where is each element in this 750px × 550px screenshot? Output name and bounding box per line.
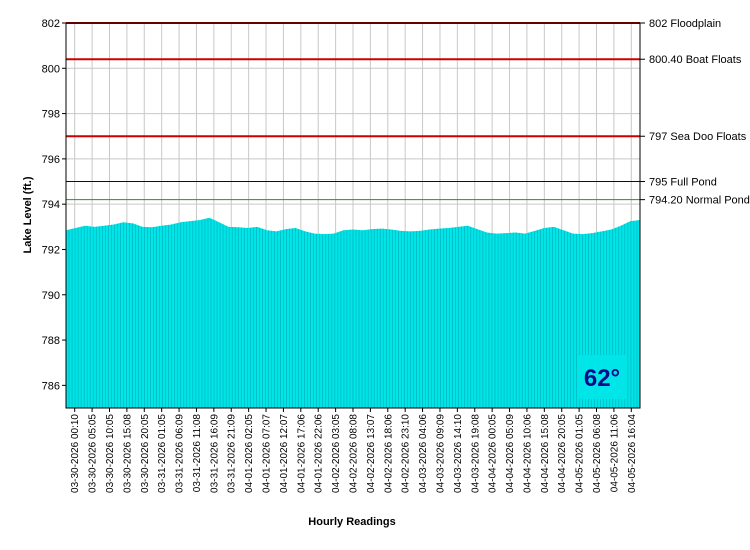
- x-tick-label: 04-02-2026 18:06: [383, 414, 394, 493]
- reference-label: 802 Floodplain: [649, 18, 721, 30]
- x-tick-label: 04-04-2026 10:06: [522, 414, 533, 493]
- y-tick-label: 796: [42, 154, 60, 166]
- x-tick-label: 04-04-2026 05:09: [505, 414, 516, 493]
- x-tick-label: 04-05-2026 11:06: [609, 414, 620, 493]
- x-tick-label: 04-01-2026 17:06: [296, 414, 307, 493]
- x-tick-label: 04-01-2026 12:07: [279, 414, 290, 493]
- x-tick-label: 03-30-2026 20:05: [140, 414, 151, 493]
- temperature-badge-background: [577, 355, 627, 399]
- x-axis-ticks: 03-30-2026 00:10 03-30-2026 05:05 03-30-20…: [70, 408, 638, 493]
- x-tick-label: 04-02-2026 03:05: [331, 414, 342, 493]
- y-axis-ticks: 786 788 790 792 794 796 798 800 802: [42, 18, 66, 392]
- x-tick-label: 04-01-2026 07:07: [262, 414, 273, 493]
- x-tick-label: 03-31-2026 16:09: [209, 414, 220, 493]
- x-tick-label: 04-03-2026 19:08: [470, 414, 481, 493]
- x-tick-label: 04-01-2026 02:05: [244, 414, 255, 493]
- reference-label: 794.20 Normal Pond: [649, 195, 750, 207]
- x-tick-label: 04-02-2026 23:10: [401, 414, 412, 493]
- y-tick-label: 800: [42, 63, 60, 75]
- y-tick-label: 798: [42, 109, 60, 121]
- x-tick-label: 03-31-2026 01:05: [157, 414, 168, 493]
- temperature-text: 62°: [584, 365, 620, 392]
- reference-label: 797 Sea Doo Floats: [649, 131, 747, 143]
- x-tick-label: 04-04-2026 15:08: [540, 414, 551, 493]
- x-tick-label: 03-31-2026 21:09: [227, 414, 238, 493]
- y-tick-label: 790: [42, 290, 60, 302]
- x-tick-label: 03-30-2026 00:10: [70, 414, 81, 493]
- reference-label: 800.40 Boat Floats: [649, 54, 742, 66]
- y-axis-title: Lake Level (ft.): [22, 176, 34, 253]
- x-tick-label: 04-04-2026 00:05: [488, 414, 499, 493]
- x-tick-label: 04-03-2026 14:10: [453, 414, 464, 493]
- x-tick-label: 04-03-2026 04:06: [418, 414, 429, 493]
- x-axis-title: Hourly Readings: [308, 516, 395, 528]
- x-tick-label: 04-02-2026 08:08: [349, 414, 360, 493]
- temperature-badge: 62°: [577, 355, 627, 399]
- x-tick-label: 04-05-2026 16:04: [627, 414, 638, 493]
- x-tick-label: 03-30-2026 10:05: [105, 414, 116, 493]
- reference-lines: 802 Floodplain 800.40 Boat Floats 797 Sea …: [66, 18, 750, 207]
- x-tick-label: 03-30-2026 05:05: [88, 414, 99, 493]
- x-tick-label: 04-05-2026 01:05: [575, 414, 586, 493]
- x-tick-label: 04-04-2026 20:05: [557, 414, 568, 493]
- x-tick-label: 04-05-2026 06:08: [592, 414, 603, 493]
- y-tick-label: 802: [42, 18, 60, 30]
- y-tick-label: 788: [42, 335, 60, 347]
- y-tick-label: 792: [42, 244, 60, 256]
- x-tick-label: 03-30-2026 15:08: [122, 414, 133, 493]
- area-layer: [65, 217, 641, 408]
- y-tick-label: 794: [42, 199, 60, 211]
- x-tick-label: 03-31-2026 06:09: [175, 414, 186, 493]
- y-tick-label: 786: [42, 380, 60, 392]
- reference-label: 795 Full Pond: [649, 177, 717, 189]
- x-tick-label: 04-02-2026 13:07: [366, 414, 377, 493]
- x-tick-label: 03-31-2026 11:08: [192, 414, 203, 493]
- x-tick-label: 04-01-2026 22:06: [314, 414, 325, 493]
- x-tick-label: 04-03-2026 09:09: [435, 414, 446, 493]
